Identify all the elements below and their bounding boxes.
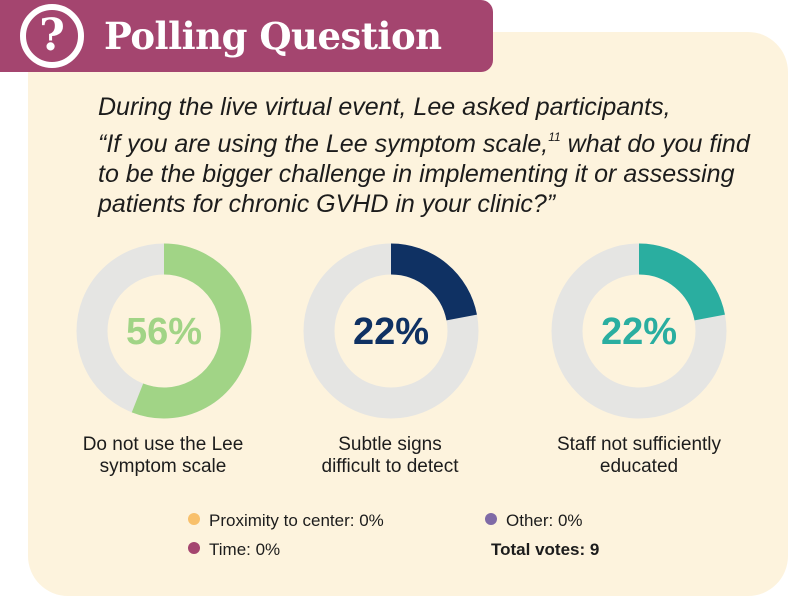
category-label-1: Do not use the Lee symptom scale xyxy=(53,434,273,478)
donut-slice-staff-educated xyxy=(638,243,725,322)
category-label-3-line-1: Staff not sufficiently xyxy=(556,434,722,455)
legend-label-other: Other: 0% xyxy=(506,511,583,530)
question-line-1: During the live virtual event, Lee asked… xyxy=(98,93,671,121)
header-banner: ? Polling Question xyxy=(0,0,493,72)
category-label-2-line-1: Subtle signs xyxy=(338,434,442,455)
question-line-4: patients for chronic GVHD in your clinic… xyxy=(98,190,556,218)
header-title: Polling Question xyxy=(104,14,442,58)
reference-number: 11 xyxy=(548,130,561,144)
category-label-3: Staff not sufficiently educated xyxy=(529,434,749,478)
legend-label-proximity: Proximity to center: 0% xyxy=(209,511,384,530)
value-label-staff-educated: 22% xyxy=(601,311,677,353)
donut-slice-lee-scale xyxy=(131,243,252,419)
poll-panel xyxy=(28,32,788,596)
category-label-3-line-2: educated xyxy=(599,456,679,477)
legend-label-time: Time: 0% xyxy=(209,540,281,559)
question-line-3: to be the bigger challenge in implementi… xyxy=(98,160,735,188)
question-mark-icon: ? xyxy=(20,4,84,68)
question-line-2a: “If you are using the Lee symptom scale, xyxy=(98,130,549,158)
question-line-2b: what do you find xyxy=(560,130,750,158)
category-label-2: Subtle signs difficult to detect xyxy=(280,434,500,478)
question-line-2: “If you are using the Lee symptom scale,… xyxy=(98,122,778,159)
category-label-2-line-2: difficult to detect xyxy=(321,456,459,477)
legend-item-time: Time: 0% xyxy=(188,540,280,560)
legend-item-proximity: Proximity to center: 0% xyxy=(188,511,384,531)
value-label-lee-scale: 56% xyxy=(126,311,202,353)
value-label-subtle-signs: 22% xyxy=(353,311,429,353)
legend-dot-icon xyxy=(485,513,497,525)
poll-question: During the live virtual event, Lee asked… xyxy=(98,92,778,219)
legend-item-other: Other: 0% xyxy=(485,511,583,531)
total-votes: Total votes: 9 xyxy=(491,540,600,559)
donut-slice-subtle-signs xyxy=(390,243,477,322)
category-label-1-line-2: symptom scale xyxy=(99,456,227,477)
legend-dot-icon xyxy=(188,542,200,554)
legend-dot-icon xyxy=(188,513,200,525)
category-label-1-line-1: Do not use the Lee xyxy=(82,434,244,455)
